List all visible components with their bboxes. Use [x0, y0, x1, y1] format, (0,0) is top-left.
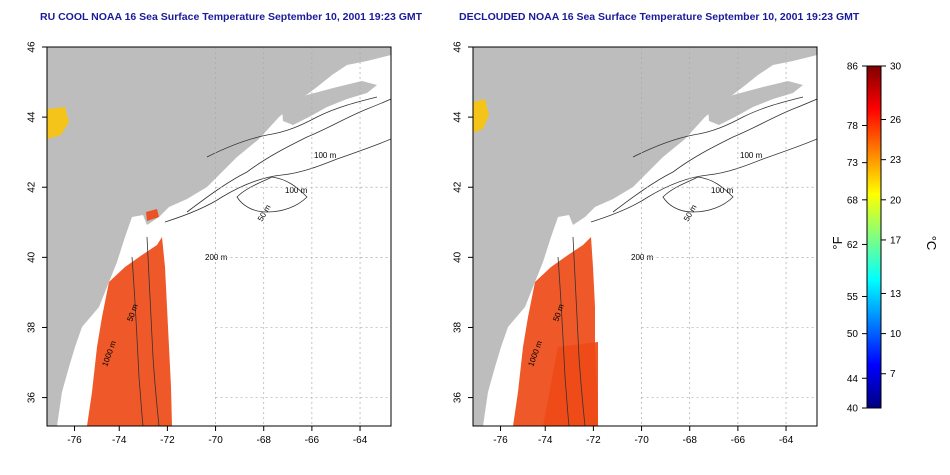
right-map-panel: 100 m 100 m 50 m 200 m 50 m 1000 m -76 -7… — [453, 41, 818, 446]
lon-tick-label: -76 — [493, 435, 508, 446]
map-frame — [472, 46, 818, 427]
lon-tick-label: -68 — [256, 435, 271, 446]
fahrenheit-tick-label: 86 — [847, 62, 859, 73]
lon-tick-label: -70 — [634, 435, 649, 446]
lat-tick-label: 44 — [453, 111, 464, 123]
contour-label: 100 m — [711, 186, 734, 195]
lon-tick-label: -64 — [779, 435, 794, 446]
temperature-colorbar: °F °C 86 78 73 68 62 55 50 44 40 30 26 23 20 17 13 10 7 — [830, 62, 939, 415]
fahrenheit-tick-label: 62 — [847, 240, 859, 251]
fahrenheit-tick-label: 78 — [847, 121, 859, 132]
map-frame — [46, 46, 392, 427]
celsius-tick-label: 13 — [890, 289, 902, 300]
land-mass — [47, 47, 391, 426]
celsius-tick-label: 20 — [890, 195, 902, 206]
colorbar-scale — [866, 65, 882, 409]
fahrenheit-tick-label: 68 — [847, 195, 859, 206]
lat-tick-label: 40 — [453, 251, 464, 263]
fahrenheit-tick-label: 44 — [847, 374, 859, 385]
colorbar-ticks: 86 78 73 68 62 55 50 44 40 30 26 23 20 17 13 10 7 — [847, 62, 902, 415]
right-map-title: DECLOUDED NOAA 16 Sea Surface Temperatur… — [459, 11, 860, 23]
lat-tick-label: 36 — [453, 392, 464, 404]
lat-tick-label: 42 — [453, 181, 464, 193]
sst-northern-patch — [47, 107, 69, 139]
lat-tick-label: 46 — [453, 41, 464, 53]
lon-tick-label: -76 — [67, 435, 82, 446]
contour-label: 100 m — [740, 151, 763, 160]
celsius-tick-label: 30 — [890, 62, 902, 73]
map-axis-ticks: -76 -74 -72 -70 -68 -66 -64 46 44 42 40 38 36 — [453, 41, 794, 446]
fahrenheit-tick-label: 50 — [847, 329, 859, 340]
lon-tick-label: -70 — [208, 435, 223, 446]
celsius-tick-label: 23 — [890, 155, 902, 166]
contour-label: 100 m — [314, 151, 337, 160]
lat-tick-label: 40 — [27, 251, 38, 263]
sst-offshore-patch — [543, 342, 598, 426]
bathymetry-contours — [557, 96, 817, 426]
celsius-tick-label: 17 — [890, 235, 902, 246]
lon-tick-label: -64 — [353, 435, 368, 446]
fahrenheit-unit-label: °F — [830, 236, 845, 249]
nova-scotia — [282, 81, 377, 125]
lon-tick-label: -74 — [112, 435, 127, 446]
fahrenheit-tick-label: 40 — [847, 404, 859, 415]
sst-coastal-strip — [146, 209, 159, 221]
map-gridlines — [641, 47, 817, 426]
celsius-tick-label: 26 — [890, 115, 902, 126]
celsius-unit-label: °C — [924, 236, 939, 251]
left-map-panel: 100 m 100 m 50 m 200 m 50 m 1000 m -76 -7… — [27, 41, 392, 446]
fahrenheit-tick-label: 55 — [847, 292, 859, 303]
lat-tick-label: 38 — [453, 321, 464, 333]
lat-tick-label: 44 — [27, 111, 38, 123]
map-axis-ticks: -76 -74 -72 -70 -68 -66 -64 46 44 42 40 38 36 — [27, 41, 368, 446]
celsius-tick-label: 7 — [890, 369, 896, 380]
celsius-tick-label: 10 — [890, 329, 902, 340]
lat-tick-label: 46 — [27, 41, 38, 53]
contour-label: 100 m — [285, 186, 308, 195]
lat-tick-label: 38 — [27, 321, 38, 333]
lon-tick-label: -72 — [586, 435, 601, 446]
lat-tick-label: 36 — [27, 392, 38, 404]
lat-tick-label: 42 — [27, 181, 38, 193]
lon-tick-label: -72 — [160, 435, 175, 446]
fahrenheit-tick-label: 73 — [847, 158, 859, 169]
lon-tick-label: -68 — [682, 435, 697, 446]
sst-warm-water — [87, 237, 172, 426]
sst-northern-patch — [473, 99, 489, 133]
map-gridlines — [215, 47, 391, 426]
nova-scotia — [708, 81, 803, 125]
lon-tick-label: -74 — [538, 435, 553, 446]
lon-tick-label: -66 — [731, 435, 746, 446]
lon-tick-label: -66 — [305, 435, 320, 446]
left-map-title: RU COOL NOAA 16 Sea Surface Temperature … — [40, 11, 423, 23]
land-mass — [473, 47, 817, 426]
bathymetry-contours — [131, 96, 391, 426]
